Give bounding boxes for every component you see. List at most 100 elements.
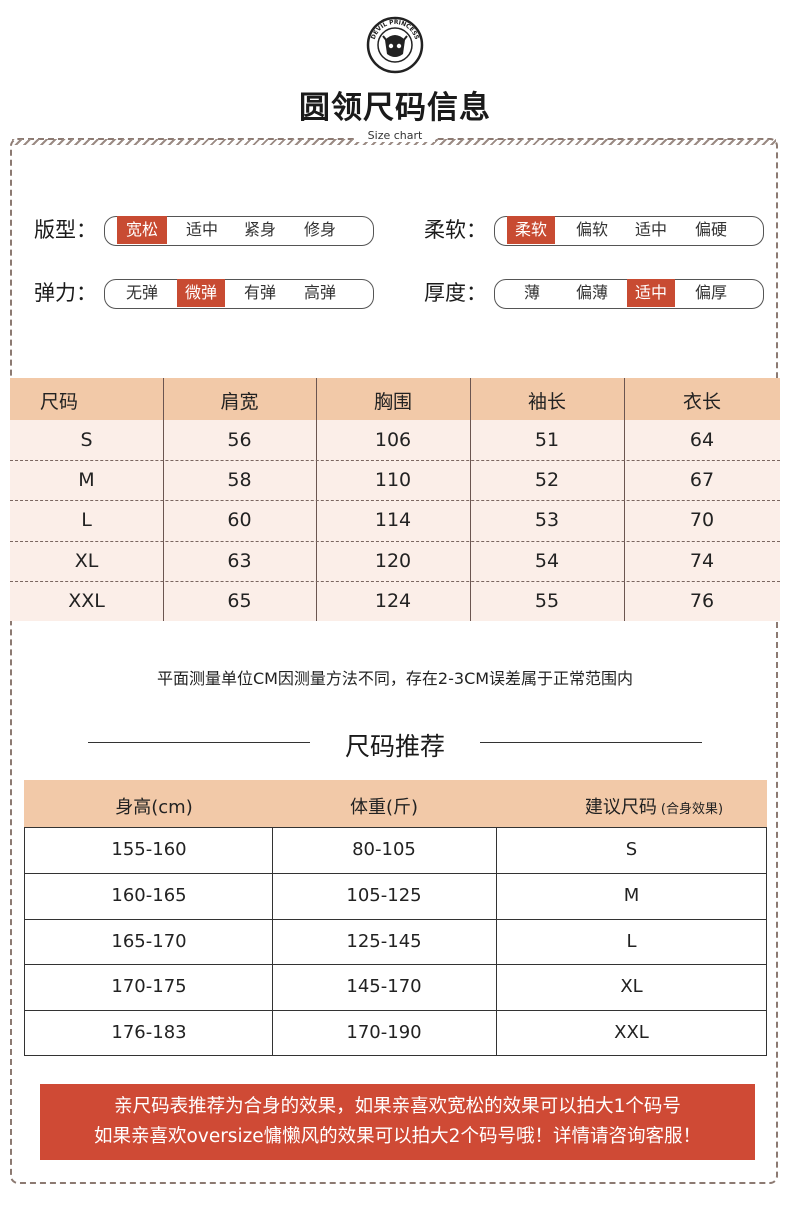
size-table-cell: 64	[689, 429, 715, 451]
recommend-cell: 170-175	[111, 976, 187, 998]
frame-top-band	[12, 139, 776, 145]
recommend-cell: S	[625, 839, 638, 860]
size-table-cell: 106	[374, 429, 412, 451]
size-table-cell: 60	[227, 509, 252, 532]
attribute-option-selected: 柔软	[507, 216, 555, 244]
measurement-note: 平面测量单位CM因测量方法不同，存在2-3CM误差属于正常范围内	[156, 669, 634, 688]
row-divider	[10, 540, 780, 542]
size-table-cell: 114	[374, 509, 412, 532]
size-table-cell: S	[80, 429, 93, 451]
recommend-header-cell: 体重(斤)	[324, 793, 444, 819]
size-table-row	[10, 540, 780, 581]
attribute-label: 柔软：	[424, 218, 487, 242]
recommend-cell: M	[623, 884, 640, 906]
recommend-header-cell: 建议尺码 (合身效果)	[544, 793, 764, 819]
attribute-option-selected: 宽松	[117, 216, 167, 244]
recommend-header-text: 体重(斤)	[349, 797, 419, 818]
recommend-cell: 155-160	[111, 839, 187, 860]
size-table-header-cell: 衣长	[682, 391, 721, 413]
column-divider	[496, 827, 497, 1056]
row-divider	[24, 872, 767, 874]
size-table-cell: 63	[227, 549, 252, 572]
recommend-cell: 165-170	[111, 930, 187, 952]
column-divider	[470, 378, 471, 621]
attribute-option: 适中	[185, 220, 218, 239]
recommend-cell: 80-105	[352, 839, 416, 860]
row-divider	[10, 580, 780, 582]
column-divider	[624, 378, 625, 621]
size-table-header-cell: 肩宽	[220, 391, 259, 413]
brand-logo: DEVIL PRINCESS	[366, 16, 424, 74]
attribute-option: 适中	[634, 220, 667, 239]
row-divider	[10, 500, 780, 502]
page-subtitle: Size chart	[355, 129, 435, 142]
size-table-row	[10, 420, 780, 461]
attribute-label: 弹力：	[34, 281, 97, 305]
size-table-cell: 51	[534, 429, 560, 451]
attribute-options	[494, 216, 764, 246]
size-table-cell: 70	[689, 509, 715, 532]
column-divider	[316, 378, 317, 621]
attribute-option: 薄	[523, 283, 540, 302]
recommend-cell: 145-170	[346, 976, 422, 998]
size-table-header-cell: 袖长	[527, 391, 566, 413]
recommend-cell: L	[626, 930, 637, 952]
size-table-header-cell: 胸围	[373, 391, 412, 413]
divider-right	[480, 742, 702, 743]
attribute-option: 高弹	[303, 283, 336, 302]
size-table-cell: 124	[374, 589, 412, 612]
size-table-cell: 110	[374, 469, 412, 492]
attribute-option: 无弹	[125, 283, 158, 302]
size-table-cell: 54	[534, 549, 560, 572]
recommend-header-text: 建议尺码	[584, 797, 657, 818]
recommend-cell: 105-125	[346, 884, 422, 906]
recommend-header-text: 身高(cm)	[115, 797, 193, 818]
attribute-option: 紧身	[243, 220, 276, 239]
size-table-cell: 120	[374, 549, 412, 572]
size-table-cell: M	[78, 469, 95, 492]
size-table-row	[10, 460, 780, 501]
advice-banner: 亲尺码表推荐为合身的效果，如果亲喜欢宽松的效果可以拍大1个码号 如果亲喜欢ove…	[40, 1084, 755, 1160]
banner-line-1: 亲尺码表推荐为合身的效果，如果亲喜欢宽松的效果可以拍大1个码号	[114, 1096, 681, 1117]
size-table-cell: 56	[227, 429, 252, 451]
attribute-option: 修身	[303, 220, 336, 239]
attribute-options	[104, 279, 374, 309]
page-title: 圆领尺码信息	[299, 90, 491, 126]
recommend-header	[24, 780, 767, 827]
size-table-header	[10, 378, 780, 420]
row-divider	[24, 1010, 767, 1012]
recommend-body	[24, 827, 767, 1056]
divider-left	[88, 742, 310, 743]
size-table-cell: 67	[689, 469, 715, 492]
size-table-cell: 58	[227, 469, 252, 492]
size-table-cell: 53	[534, 509, 560, 532]
attribute-label: 厚度：	[424, 281, 487, 305]
recommend-title: 尺码推荐	[344, 732, 445, 761]
size-table-cell: L	[81, 509, 92, 532]
attribute-option: 偏薄	[575, 283, 608, 302]
attribute-option: 偏硬	[694, 220, 727, 239]
attribute-option: 偏厚	[694, 283, 727, 302]
attribute-option: 有弹	[243, 283, 276, 302]
size-table-cell: 52	[534, 469, 560, 492]
attribute-option-selected: 微弹	[177, 279, 225, 307]
recommend-header-cell: 身高(cm)	[84, 793, 224, 819]
banner-line-2: 如果亲喜欢oversize慵懒风的效果可以拍大2个码号哦！详情请咨询客服！	[94, 1126, 701, 1147]
size-table-cell: 74	[689, 549, 715, 572]
recommend-cell: XL	[620, 976, 643, 998]
row-divider	[24, 964, 767, 966]
recommend-cell: 176-183	[111, 1022, 187, 1044]
size-table-cell: 55	[534, 589, 560, 612]
attribute-options	[104, 216, 374, 246]
size-table-cell: XL	[74, 549, 99, 572]
column-divider	[163, 378, 164, 621]
column-divider	[272, 827, 273, 1056]
recommend-header-sub: (合身效果)	[660, 802, 724, 817]
recommend-table: 身高(cm) 体重(斤) 建议尺码 (合身效果) 155-160 80-105 S 160-1…	[24, 780, 767, 1057]
size-table-cell: XXL	[68, 589, 105, 612]
size-table-header-cell: 尺码	[40, 391, 79, 413]
recommend-cell: XXL	[614, 1022, 649, 1044]
attribute-option-selected: 适中	[627, 279, 675, 307]
attribute-option: 偏软	[575, 220, 608, 239]
size-table: 尺码 肩宽 胸围 袖长 衣长 S 56 106 51 64 M 58 110 52 67 L 60 114 53 70…	[10, 378, 780, 621]
